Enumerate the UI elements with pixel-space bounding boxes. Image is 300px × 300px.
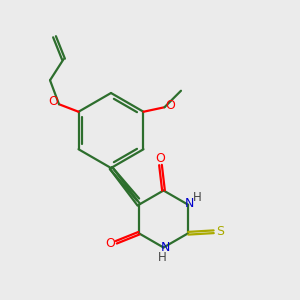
- Text: O: O: [156, 152, 165, 165]
- Text: N: N: [160, 241, 170, 254]
- Text: O: O: [105, 237, 115, 250]
- Text: O: O: [165, 99, 175, 112]
- Text: H: H: [193, 191, 202, 204]
- Text: S: S: [216, 225, 224, 238]
- Text: O: O: [48, 95, 58, 108]
- Text: N: N: [185, 197, 194, 210]
- Text: H: H: [158, 250, 166, 264]
